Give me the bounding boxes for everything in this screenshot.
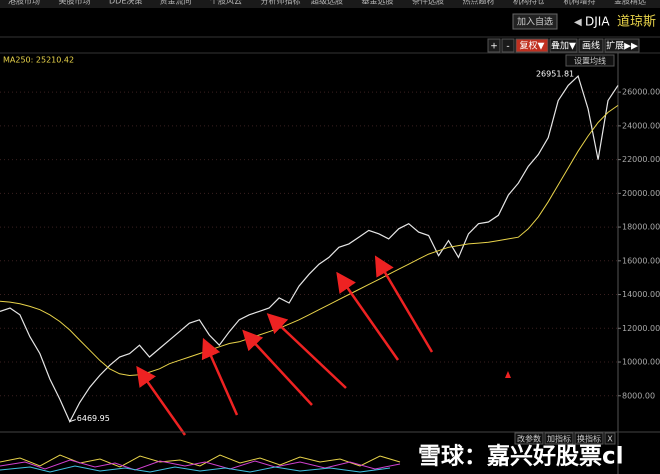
series-line [0,104,619,377]
ma-settings-bg[interactable] [565,54,615,67]
tab[interactable]: 个股风云 [210,0,242,6]
tab[interactable]: 港股市场 [8,0,40,6]
y-tick-label: 8000.00 [622,391,655,400]
annotation-arrows [136,255,434,436]
tool-button[interactable]: - [506,42,509,52]
indicator-button[interactable]: 加指标 [547,434,571,444]
indicator-panel [0,454,401,473]
chart-tools: + - 复权▼ 叠加▼ 画线 扩展▶▶ [487,38,640,53]
y-tick-label: 14000.00 [622,290,660,299]
add-button-bg[interactable] [512,13,558,30]
tool-button[interactable]: 复权▼ [520,40,545,52]
tab[interactable]: 金股精选 [614,0,646,6]
y-tick-label: 24000.00 [622,121,660,130]
indicator-line [0,454,401,468]
y-tick-label: 16000.00 [622,256,660,265]
indicator-buttons: 改参数 加指标 换指标 X [514,432,616,445]
arrow [266,313,347,389]
arrow [242,329,313,406]
y-tick-label: 22000.00 [622,155,660,164]
indicator-button-bg[interactable] [514,432,544,445]
tab[interactable]: 机构增持 [564,0,596,6]
symbol: DJIA [585,15,610,29]
tool-button-bg[interactable] [515,38,549,53]
marker-triangle [505,371,511,378]
tool-button-bg[interactable] [578,38,604,53]
indicator-button-bg[interactable] [574,432,604,445]
tool-button[interactable]: 扩展▶▶ [606,40,638,52]
tab[interactable]: 超级选股 [311,0,343,6]
indicator-button[interactable]: 换指标 [577,434,601,444]
indicator-button[interactable]: X [607,435,613,444]
y-tick-label: 26000.00 [622,88,660,97]
tab-bar [0,0,660,8]
indicator-line [0,459,401,471]
add-button[interactable]: 加入自选 [517,16,553,28]
tab[interactable]: DDE决策 [109,0,142,6]
tool-button-bg[interactable] [604,38,640,53]
y-tick-label: 18000.00 [622,223,660,232]
tab[interactable]: 机构持仓 [513,0,545,6]
arrow [336,271,400,361]
tabs: 港股市场 美股市场 DDE决策 资金流向 个股风云 分析师指标 超级选股 基金选股 条件选股 热点… [8,0,646,6]
tool-button-bg[interactable] [487,38,501,53]
ma-settings[interactable]: 设置均线 [574,56,606,66]
tool-button[interactable]: + [490,42,498,52]
indicator-button-bg[interactable] [604,432,616,445]
low-pointer [69,419,76,423]
tool-button[interactable]: 画线 [582,40,600,52]
y-tick-label: 12000.00 [622,324,660,333]
plot: 8000.00 10000.00 12000.00 14000.00 16000.00 1… [0,70,660,423]
tab[interactable]: 美股市场 [59,0,91,6]
y-tick-label: 20000.00 [622,189,660,198]
series-line [0,75,619,423]
arrow [201,337,239,416]
indicator-line [0,465,391,473]
tab[interactable]: 资金流向 [160,0,192,6]
indicator-button[interactable]: 改参数 [517,434,541,444]
y-tick-label: 10000.00 [622,358,660,367]
tab[interactable]: 分析师指标 [261,0,301,6]
tab[interactable]: 热点题材 [463,0,495,6]
tab[interactable]: 条件选股 [412,0,444,6]
tool-button[interactable]: 叠加▼ [551,41,576,52]
tool-button-bg[interactable] [549,38,578,53]
ma-legend: MA250: 25210.42 [3,56,74,65]
arrow [374,255,434,353]
low-label: 6469.95 [77,414,110,423]
tool-button-bg[interactable] [501,38,515,53]
stock-name: 道琼斯 [617,15,656,30]
watermark: 雪球：嘉兴好股票cl [418,444,624,470]
back-icon[interactable]: ◀ [574,17,582,28]
tab[interactable]: 基金选股 [362,0,394,6]
indicator-button-bg[interactable] [544,432,574,445]
arrow [136,365,187,436]
high-label: 26951.81 [536,70,574,79]
